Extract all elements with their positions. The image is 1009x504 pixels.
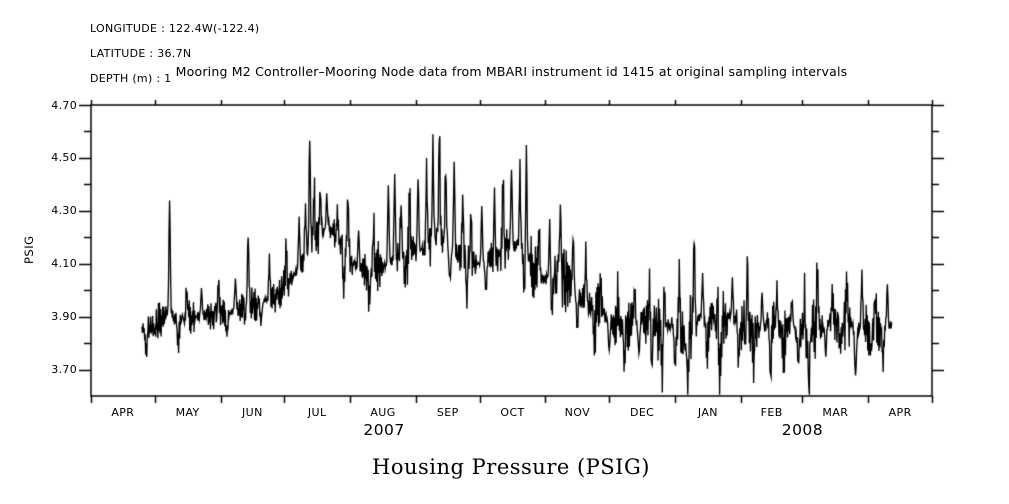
y-tick-label: 4.50 — [51, 151, 77, 165]
x-month-label: MAY — [175, 406, 200, 419]
x-month-label: FEB — [760, 406, 783, 419]
x-month-label: OCT — [500, 406, 525, 419]
x-month-label: SEP — [436, 406, 459, 419]
x-month-label: APR — [111, 406, 135, 419]
y-tick-label: 3.70 — [51, 363, 77, 377]
x-month-label: JUL — [307, 406, 327, 419]
x-month-label: JAN — [697, 406, 718, 419]
y-tick-label: 4.30 — [51, 204, 77, 218]
x-month-label: DEC — [629, 406, 655, 419]
x-month-label: NOV — [564, 406, 591, 419]
x-month-label: APR — [888, 406, 912, 419]
y-tick-label: 4.70 — [51, 98, 77, 112]
x-month-label: AUG — [370, 406, 396, 419]
y-tick-label: 3.90 — [51, 310, 77, 324]
y-tick-label: 4.10 — [51, 257, 77, 271]
x-month-label: MAR — [822, 406, 849, 419]
x-year-label: 2008 — [781, 421, 824, 439]
x-year-label: 2007 — [363, 421, 405, 439]
x-axis-caption: Housing Pressure (PSIG) — [372, 455, 650, 479]
x-month-label: JUN — [242, 406, 263, 419]
